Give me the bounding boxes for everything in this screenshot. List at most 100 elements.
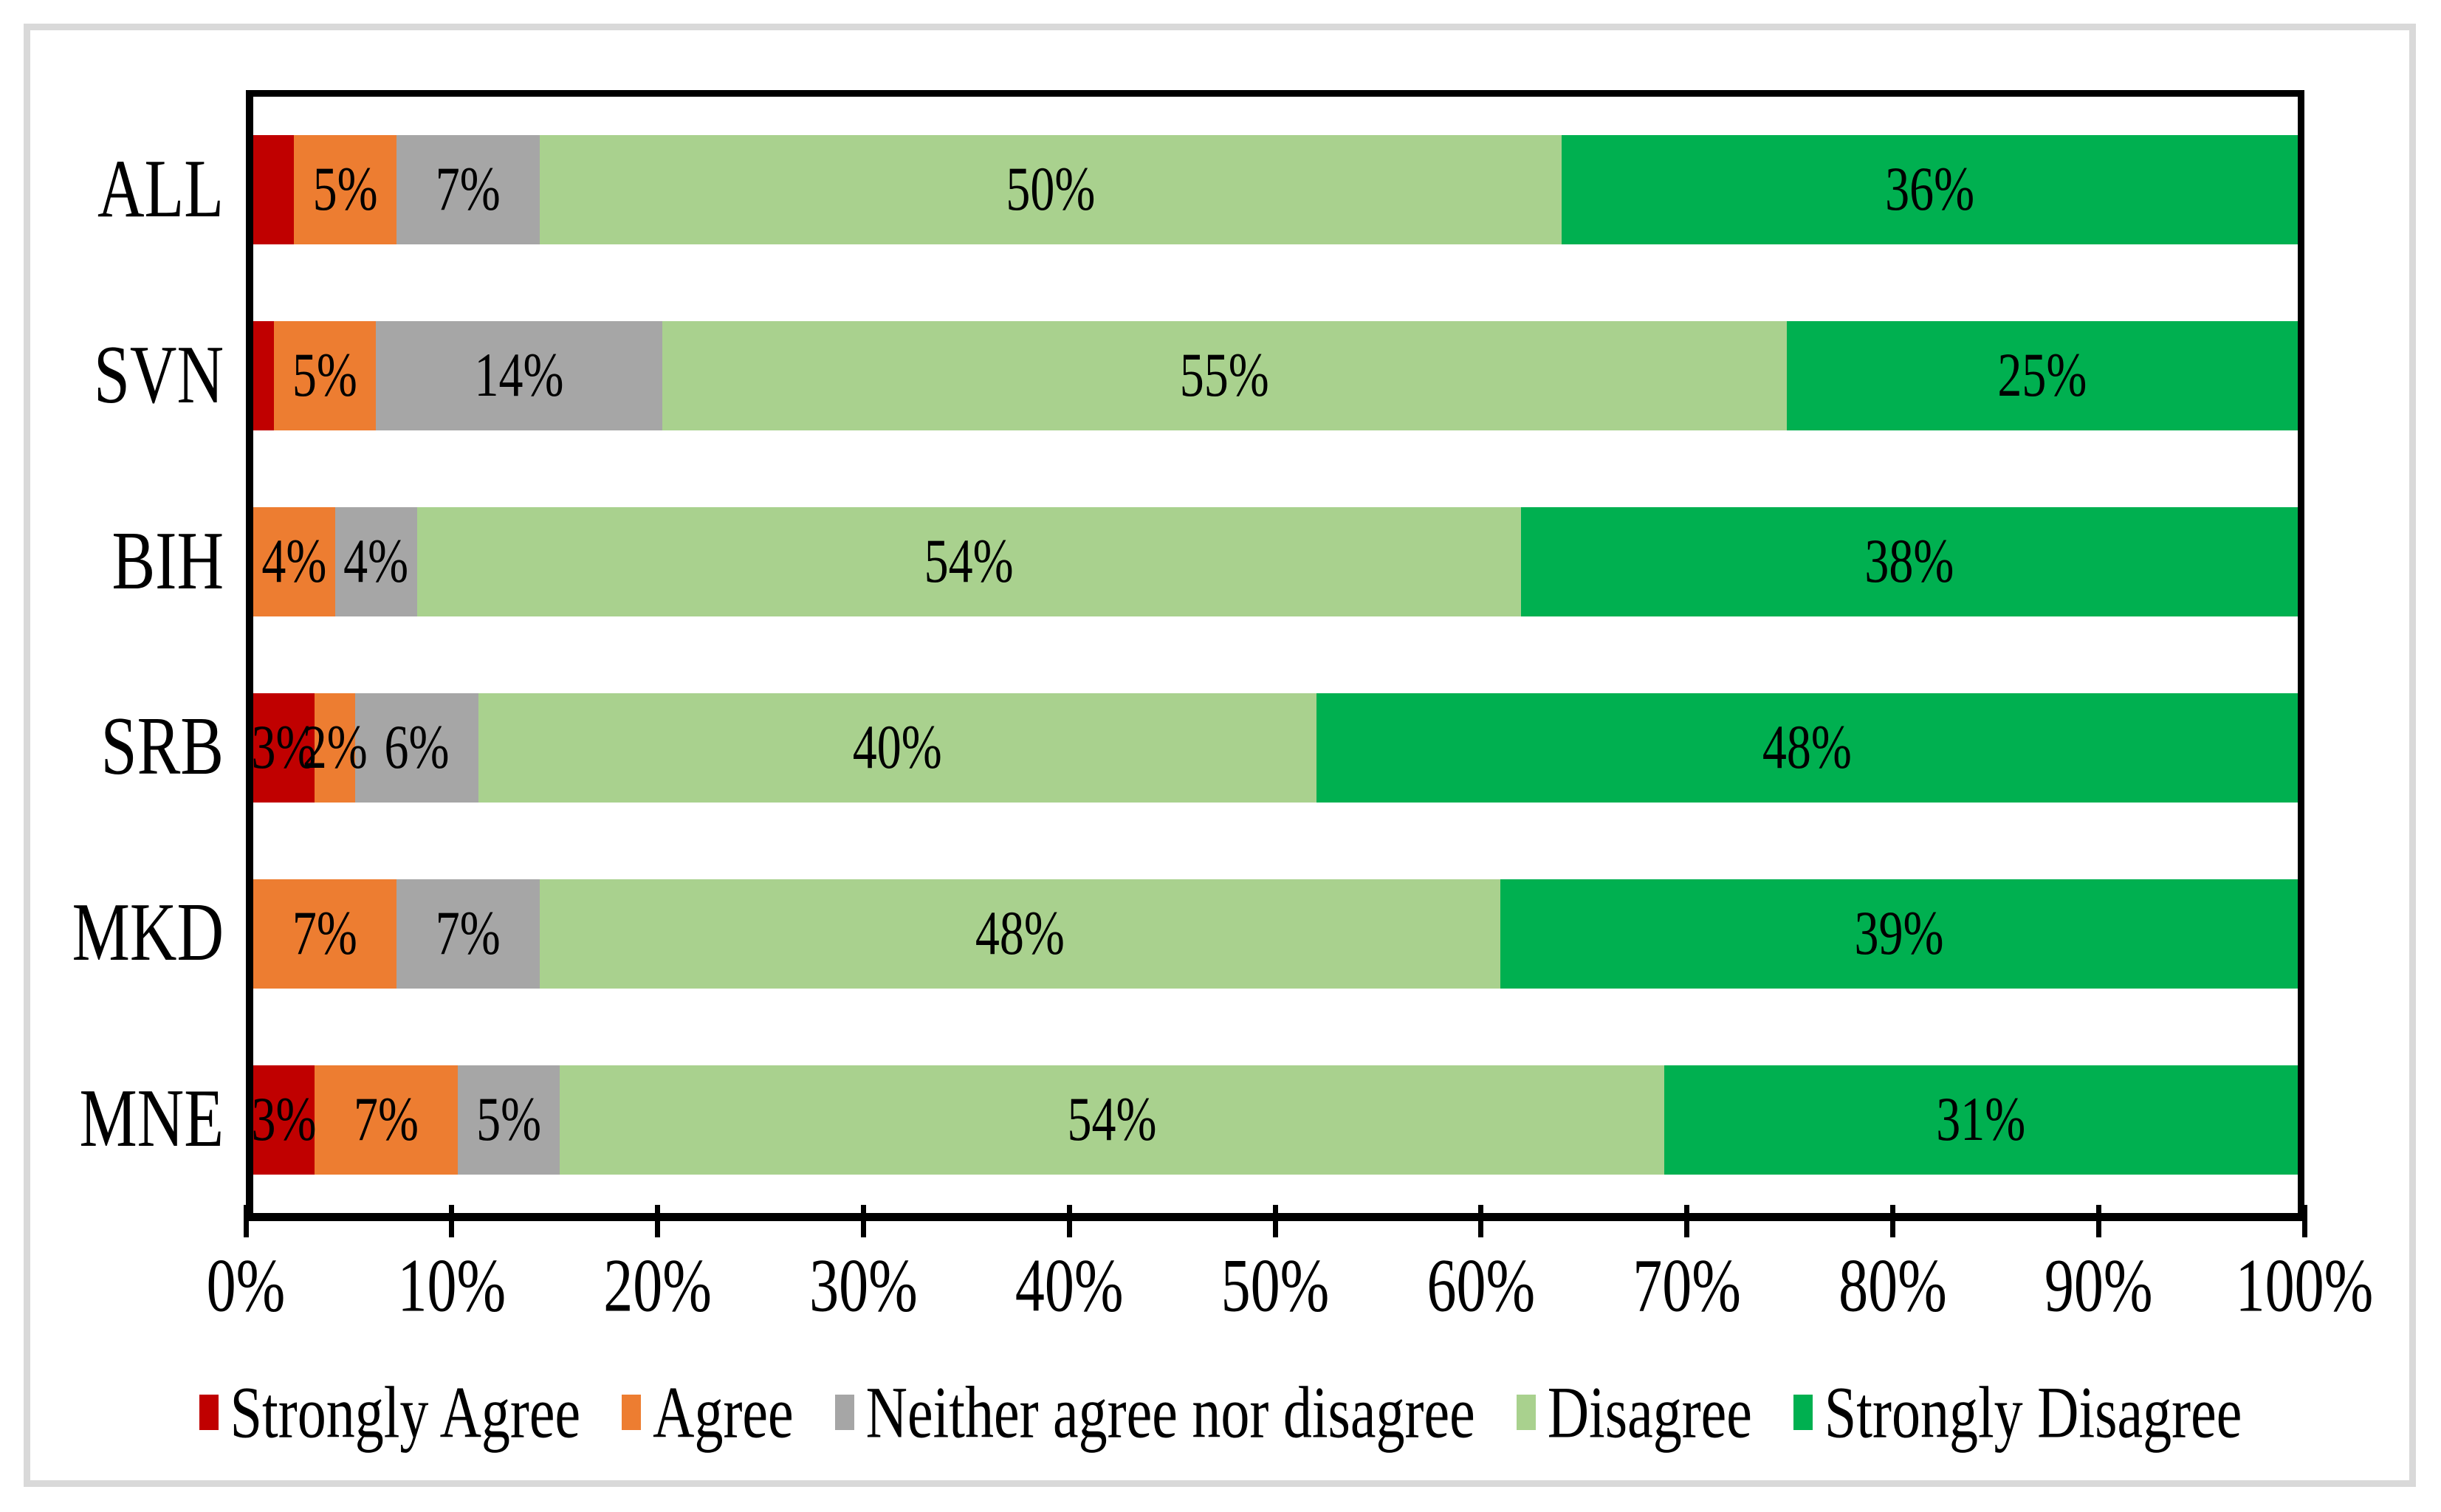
data-label: 48% bbox=[1762, 712, 1852, 783]
bar-row-svn: 5% 14% 55% 25% bbox=[253, 283, 2298, 469]
legend-label: Strongly Disagree bbox=[1824, 1370, 2242, 1454]
data-label: 7% bbox=[292, 898, 357, 969]
x-axis-tick-labels: 0% 10% 20% 30% 40% 50% 60% 70% 80% 90% 100% bbox=[207, 1248, 2374, 1338]
legend-item: Agree bbox=[622, 1375, 794, 1449]
bar-segment: 7% bbox=[396, 135, 540, 244]
plot-area: 5% 7% 50% 36% 5% 14% 55% 25% 4% 4% 54% 38% 3% 2% 6% 40%… bbox=[246, 90, 2304, 1221]
category-label-srb: SRB bbox=[100, 701, 224, 793]
bar-segment: 40% bbox=[478, 693, 1316, 803]
data-label: 48% bbox=[975, 898, 1065, 969]
bar-row-all: 5% 7% 50% 36% bbox=[253, 97, 2298, 283]
data-label: 3% bbox=[251, 712, 317, 783]
data-label: 5% bbox=[312, 154, 378, 224]
axis-tick-label: 40% bbox=[1014, 1244, 1124, 1328]
axis-tick-label: 90% bbox=[2044, 1244, 2153, 1328]
legend-item: Strongly Disagree bbox=[1793, 1370, 2242, 1454]
bar-segment: 3% bbox=[251, 1065, 317, 1175]
bar-segment: 48% bbox=[539, 879, 1501, 989]
data-label: 4% bbox=[261, 526, 327, 597]
data-label: 40% bbox=[852, 712, 942, 783]
bar-segment: 5% bbox=[294, 135, 396, 244]
data-label: 5% bbox=[476, 1085, 542, 1155]
axis-tick-label: 80% bbox=[1839, 1244, 1947, 1328]
bar-rows: 5% 7% 50% 36% 5% 14% 55% 25% 4% 4% 54% 38% 3% 2% 6% 40%… bbox=[251, 97, 2298, 1213]
axis-tick-label: 50% bbox=[1220, 1244, 1330, 1328]
category-axis-labels: ALL SVN BIH SRB MKD MNE bbox=[24, 97, 224, 1212]
legend-swatch-icon bbox=[199, 1395, 219, 1430]
bar-segment: 6% bbox=[355, 693, 478, 803]
axis-tick-label: 10% bbox=[397, 1244, 507, 1328]
data-label: 31% bbox=[1936, 1085, 2026, 1155]
legend-swatch-icon bbox=[1516, 1395, 1536, 1430]
data-label: 55% bbox=[1179, 340, 1269, 410]
legend-label: Neither agree nor disagree bbox=[865, 1370, 1475, 1454]
bar-segment: 25% bbox=[1786, 321, 2298, 430]
data-label: 3% bbox=[251, 1085, 317, 1155]
category-label-svn: SVN bbox=[93, 329, 224, 422]
legend-swatch-icon bbox=[834, 1395, 854, 1430]
bar-segment: 7% bbox=[315, 1065, 458, 1175]
x-axis-ticks bbox=[243, 1205, 2307, 1237]
data-label: 2% bbox=[302, 712, 368, 783]
axis-tick bbox=[2095, 1205, 2101, 1237]
axis-tick bbox=[1272, 1205, 1278, 1237]
data-label: 4% bbox=[343, 526, 409, 597]
bar-row-srb: 3% 2% 6% 40% 48% bbox=[251, 655, 2298, 841]
bar-segment: 54% bbox=[560, 1065, 1664, 1175]
axis-tick-label: 20% bbox=[603, 1244, 712, 1328]
stacked-bar: 5% 7% 50% 36% bbox=[253, 135, 2298, 244]
stacked-bar: 4% 4% 54% 38% bbox=[253, 507, 2298, 616]
axis-tick bbox=[860, 1205, 866, 1237]
data-label: 50% bbox=[1006, 154, 1096, 224]
bar-segment: 55% bbox=[662, 321, 1787, 430]
legend-swatch-icon bbox=[622, 1395, 642, 1430]
legend-label: Strongly Agree bbox=[230, 1370, 581, 1454]
bar-segment: 2% bbox=[303, 693, 368, 803]
axis-tick bbox=[1684, 1205, 1690, 1237]
data-label: 5% bbox=[292, 340, 357, 410]
stacked-bar: 3% 2% 6% 40% 48% bbox=[251, 693, 2298, 803]
data-label: 7% bbox=[435, 898, 501, 969]
stacked-bar: 5% 14% 55% 25% bbox=[253, 321, 2298, 430]
bar-segment: 31% bbox=[1664, 1065, 2298, 1175]
data-label: 7% bbox=[353, 1085, 419, 1155]
bar-segment: 7% bbox=[253, 879, 396, 989]
axis-tick bbox=[1478, 1205, 1484, 1237]
axis-tick bbox=[1066, 1205, 1072, 1237]
legend-item: Neither agree nor disagree bbox=[834, 1370, 1475, 1454]
bar-row-mne: 3% 7% 5% 54% 31% bbox=[251, 1027, 2298, 1213]
bar-row-mkd: 7% 7% 48% 39% bbox=[253, 841, 2298, 1027]
category-label-mne: MNE bbox=[79, 1073, 224, 1165]
axis-tick-label: 60% bbox=[1427, 1244, 1536, 1328]
bar-segment: 38% bbox=[1520, 507, 2298, 616]
bar-segment: 48% bbox=[1316, 693, 2298, 803]
axis-tick bbox=[655, 1205, 661, 1237]
legend: Strongly Agree Agree Neither agree nor dis… bbox=[126, 1372, 2315, 1453]
data-label: 25% bbox=[1997, 340, 2087, 410]
bar-segment bbox=[253, 321, 274, 430]
bar-segment: 39% bbox=[1500, 879, 2298, 989]
bar-segment: 5% bbox=[273, 321, 377, 430]
bar-segment: 7% bbox=[396, 879, 540, 989]
data-label: 54% bbox=[924, 526, 1014, 597]
data-label: 36% bbox=[1885, 154, 1975, 224]
bar-segment: 14% bbox=[376, 321, 662, 430]
axis-tick-label: 0% bbox=[206, 1244, 286, 1328]
data-label: 6% bbox=[384, 712, 450, 783]
legend-item: Disagree bbox=[1516, 1375, 1752, 1449]
bar-segment: 5% bbox=[457, 1065, 560, 1175]
bar-segment: 36% bbox=[1562, 135, 2298, 244]
bar-segment bbox=[253, 135, 295, 244]
bar-segment: 4% bbox=[253, 507, 335, 616]
legend-swatch-icon bbox=[1793, 1395, 1813, 1430]
stacked-bar: 7% 7% 48% 39% bbox=[253, 879, 2298, 989]
axis-tick-label: 70% bbox=[1633, 1244, 1741, 1328]
bar-segment: 54% bbox=[416, 507, 1521, 616]
stacked-bar: 3% 7% 5% 54% 31% bbox=[251, 1065, 2298, 1175]
legend-item: Strongly Agree bbox=[199, 1370, 581, 1454]
bar-row-bih: 4% 4% 54% 38% bbox=[253, 469, 2298, 655]
data-label: 7% bbox=[435, 154, 501, 224]
bar-segment: 3% bbox=[251, 693, 317, 803]
data-label: 38% bbox=[1864, 526, 1954, 597]
